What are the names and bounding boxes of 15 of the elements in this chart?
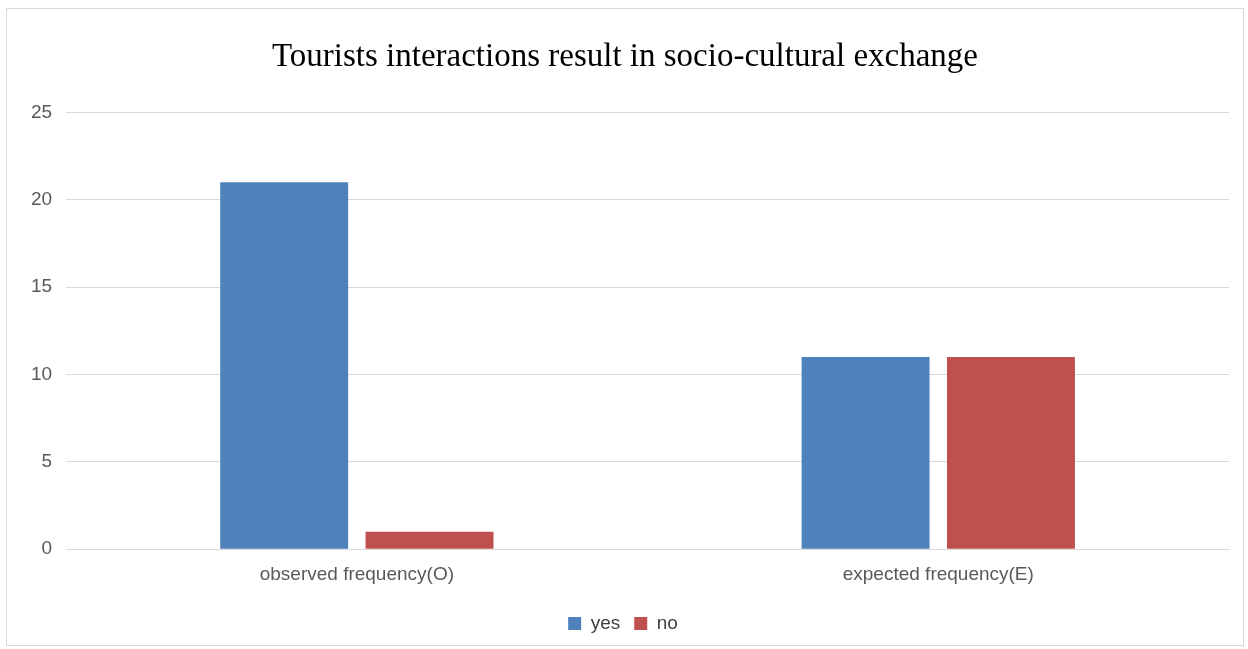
bar: [801, 357, 930, 549]
chart-title: Tourists interactions result in socio-cultural exchange: [270, 37, 980, 74]
x-tick-label: observed frequency(O): [259, 562, 455, 584]
y-tick-label: 5: [41, 450, 53, 472]
y-tick-label: 25: [30, 100, 53, 122]
legend-label: yes: [590, 611, 621, 633]
y-tick-label: 0: [41, 537, 53, 559]
bar: [947, 357, 1075, 549]
y-tick-label: 20: [30, 187, 53, 209]
x-tick-label: expected frequency(E): [842, 562, 1034, 584]
y-tick-label: 10: [30, 362, 53, 384]
bar: [365, 531, 494, 549]
legend-label: no: [656, 611, 678, 633]
bar: [220, 182, 349, 549]
y-tick-label: 15: [30, 275, 53, 297]
